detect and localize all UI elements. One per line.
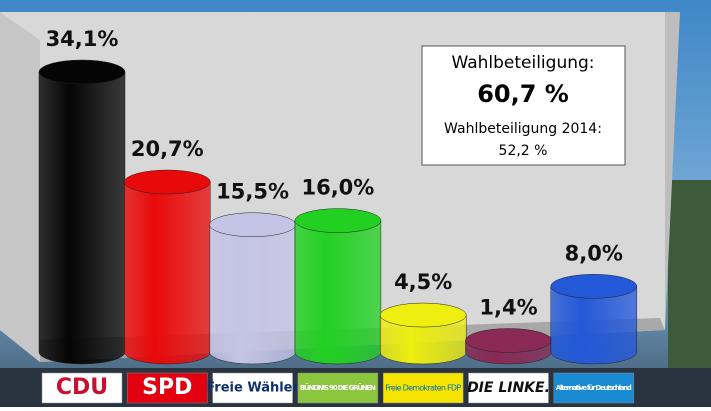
side-wall [0, 12, 40, 362]
bar-top [295, 209, 381, 233]
bar-top [380, 303, 466, 327]
turnout-value: 60,7 % [477, 80, 569, 108]
bar-top [39, 60, 125, 84]
bar-top [551, 274, 637, 298]
value-label: 1,4% [479, 296, 537, 320]
bar [124, 182, 210, 364]
value-label: 34,1% [46, 27, 119, 51]
turnout-2014-value: 52,2 % [499, 143, 548, 159]
party-label: Alternative für Deutschland [556, 384, 632, 392]
bar [39, 72, 125, 364]
party-label: Freie Wähler [206, 381, 299, 396]
party-label: Freie Demokraten FDP [385, 384, 461, 393]
value-label: 4,5% [394, 270, 452, 294]
bar-top [466, 329, 552, 353]
value-label: 8,0% [565, 241, 623, 265]
value-label: 20,7% [131, 137, 204, 161]
bar-top [124, 170, 210, 194]
bar-top [210, 213, 296, 237]
trees [668, 180, 711, 370]
party-label: CDU [56, 375, 108, 400]
turnout-label: Wahlbeteiligung: [451, 53, 594, 73]
party-label: BÜNDNIS 90 DIE GRÜNEN [300, 383, 376, 392]
value-label: 16,0% [301, 176, 374, 200]
value-label: 15,5% [216, 180, 289, 204]
party-label: SPD [142, 375, 192, 400]
bar [210, 225, 296, 364]
turnout-2014-label: Wahlbeteiligung 2014: [444, 121, 602, 137]
chart: Wahlbeteiligung: 60,7 % Wahlbeteiligung … [0, 0, 711, 407]
bar [295, 221, 381, 364]
party-label: DIE LINKE. [467, 380, 550, 396]
